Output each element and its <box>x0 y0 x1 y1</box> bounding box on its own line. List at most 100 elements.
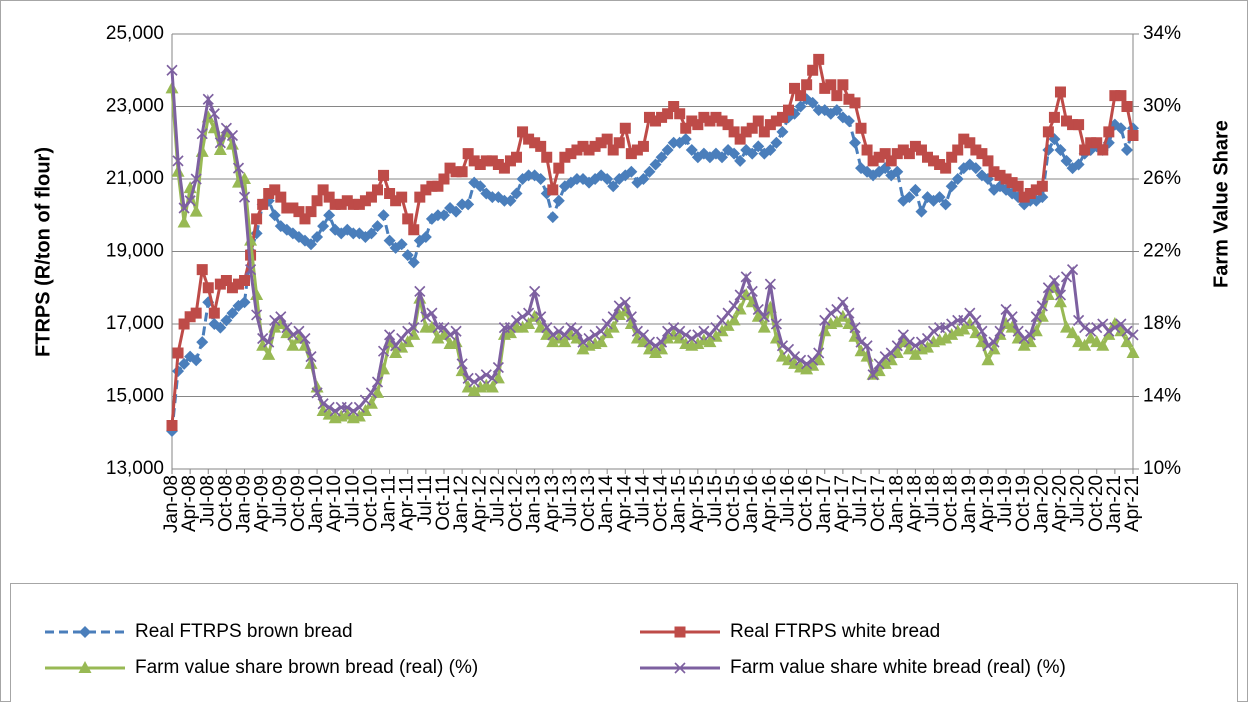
marker <box>365 191 377 203</box>
marker <box>1060 320 1074 333</box>
marker <box>976 325 988 337</box>
marker <box>546 211 559 224</box>
marker <box>752 115 764 127</box>
x-tick-label: Apr-12 <box>469 475 490 532</box>
marker <box>855 336 867 348</box>
marker <box>704 329 716 341</box>
marker <box>1024 329 1036 341</box>
marker <box>414 191 426 203</box>
x-tick-label: Jul-12 <box>487 475 508 527</box>
marker <box>450 325 462 337</box>
marker <box>486 155 498 167</box>
marker <box>842 115 855 127</box>
marker <box>988 166 1000 178</box>
x-tick-label: Apr-17 <box>832 475 853 532</box>
marker <box>776 340 789 352</box>
marker <box>1060 154 1073 167</box>
marker <box>782 104 794 116</box>
marker <box>426 307 438 319</box>
marker <box>190 173 202 185</box>
marker <box>667 136 680 149</box>
marker <box>208 108 220 120</box>
marker <box>716 314 728 326</box>
x-tick-label: Oct-15 <box>723 475 744 532</box>
marker <box>79 626 91 638</box>
marker <box>1079 144 1091 156</box>
marker <box>1054 86 1066 98</box>
marker <box>698 111 710 123</box>
x-tick-label: Jul-15 <box>705 475 726 527</box>
marker <box>831 90 843 102</box>
marker <box>1018 332 1030 345</box>
marker <box>196 336 209 349</box>
marker <box>220 122 232 134</box>
legend-item: Farm value share brown bread (real) (%) <box>45 657 478 678</box>
marker <box>637 140 649 152</box>
marker <box>541 151 553 163</box>
marker <box>607 180 620 193</box>
y2-axis-title: Farm Value Share <box>1210 120 1232 288</box>
marker <box>364 396 378 409</box>
marker <box>268 209 281 222</box>
marker <box>619 122 631 134</box>
marker <box>855 122 867 134</box>
marker <box>625 148 637 160</box>
marker <box>825 307 837 319</box>
marker <box>686 115 698 127</box>
x-tick-label: Jan-20 <box>1031 475 1052 533</box>
marker <box>220 314 233 327</box>
marker <box>776 111 788 123</box>
marker <box>256 338 270 351</box>
marker <box>1121 101 1133 112</box>
marker <box>825 79 837 91</box>
marker <box>722 307 734 319</box>
marker <box>1036 180 1048 192</box>
marker <box>1012 325 1024 337</box>
marker <box>311 231 324 243</box>
marker <box>909 140 921 152</box>
marker <box>674 626 686 638</box>
marker <box>384 188 396 199</box>
marker <box>934 159 946 170</box>
marker <box>485 380 499 393</box>
marker <box>431 209 444 222</box>
x-tick-label: Apr-20 <box>1049 475 1070 532</box>
marker <box>1023 335 1037 348</box>
y-tick-label: 17,000 <box>106 313 164 334</box>
marker <box>637 173 650 185</box>
marker <box>656 111 668 123</box>
marker <box>909 183 922 196</box>
marker <box>371 220 384 233</box>
y-tick-label: 19,000 <box>106 241 164 262</box>
marker <box>78 661 92 673</box>
marker <box>710 111 722 123</box>
marker <box>577 140 589 152</box>
marker <box>867 369 879 381</box>
marker <box>371 184 383 196</box>
marker <box>612 307 626 320</box>
marker <box>655 342 669 355</box>
marker <box>807 64 819 76</box>
marker <box>402 325 414 337</box>
marker <box>843 93 855 105</box>
marker <box>782 343 795 355</box>
marker <box>1115 318 1127 330</box>
marker <box>757 320 771 333</box>
marker <box>213 143 227 155</box>
marker <box>969 162 982 175</box>
marker <box>504 322 517 334</box>
x-tick-label: Oct-13 <box>578 475 599 532</box>
marker <box>1073 314 1085 326</box>
marker <box>915 336 928 348</box>
marker <box>281 322 293 334</box>
x-tick-label: Jan-09 <box>234 475 255 533</box>
marker <box>522 169 535 182</box>
marker <box>492 361 504 374</box>
marker <box>558 335 572 348</box>
marker <box>226 129 239 142</box>
marker <box>184 311 196 323</box>
marker <box>1072 158 1085 171</box>
marker <box>438 322 450 334</box>
marker <box>444 162 456 174</box>
marker <box>897 144 909 156</box>
